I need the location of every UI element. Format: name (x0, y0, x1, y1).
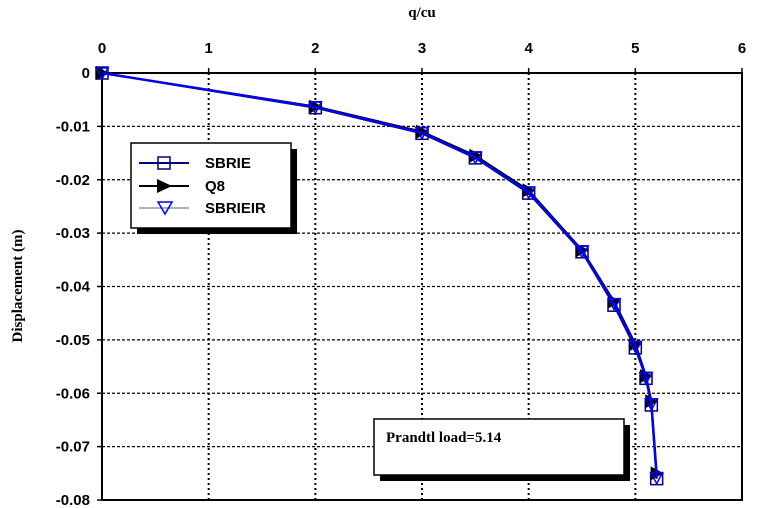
series-line (101, 71, 658, 478)
y-tick-label: 0 (82, 65, 90, 82)
legend-label-sbrie: SBRIE (205, 155, 251, 172)
y-tick-label: -0.01 (56, 118, 90, 135)
legend: SBRIE Q8 SBRIEIR (130, 142, 297, 234)
triangle-down-marker (308, 101, 323, 115)
y-axis-label: Displacement (m) (10, 230, 26, 343)
x-tick-labels: 0 1 2 3 4 5 6 (98, 40, 746, 57)
x-tick-label: 2 (311, 40, 319, 57)
triangle-down-marker (574, 245, 590, 259)
legend-square-marker-icon (157, 156, 171, 170)
triangle-down-marker (638, 372, 654, 386)
y-tick-label: -0.06 (56, 385, 90, 402)
x-tick-label: 4 (524, 40, 533, 57)
triangle-down-marker (521, 186, 536, 200)
x-tick-label: 0 (98, 40, 106, 57)
x-tick-label: 3 (418, 40, 426, 57)
legend-label-sbrieir: SBRIEIR (205, 200, 266, 217)
x-axis-label: q/cu (408, 5, 436, 21)
y-tick-label: -0.05 (56, 332, 90, 349)
x-tick-label: 5 (631, 40, 639, 57)
y-tick-label: -0.07 (56, 439, 90, 456)
y-tick-label: -0.04 (56, 279, 91, 296)
annotation-box (373, 418, 625, 476)
y-tick-labels: 0 -0.01 -0.02 -0.03 -0.04 -0.05 -0.06 -0.07 -0.0… (56, 65, 91, 508)
legend-triangle-down-marker-icon (156, 201, 174, 216)
series-layer (94, 66, 664, 486)
x-tick-label: 6 (738, 40, 746, 57)
y-tick-label: -0.02 (56, 172, 90, 189)
y-tick-label: -0.03 (56, 225, 90, 242)
series-sbrieir (94, 67, 664, 486)
triangle-down-marker (628, 340, 643, 354)
triangle-down-marker (468, 151, 483, 165)
annotation-text: Prandtl load=5.14 (386, 430, 502, 446)
y-tick-label: -0.08 (56, 492, 90, 508)
triangle-down-marker (414, 127, 430, 141)
triangle-down-marker (649, 471, 664, 486)
x-tick-label: 1 (204, 40, 212, 57)
triangle-down-marker (606, 297, 622, 312)
legend-triangle-right-marker-icon (157, 179, 172, 193)
legend-label-q8: Q8 (205, 178, 225, 195)
triangle-down-marker (644, 398, 659, 412)
triangle-down-marker (94, 67, 110, 81)
prandtl-annotation: Prandtl load=5.14 (373, 418, 630, 481)
